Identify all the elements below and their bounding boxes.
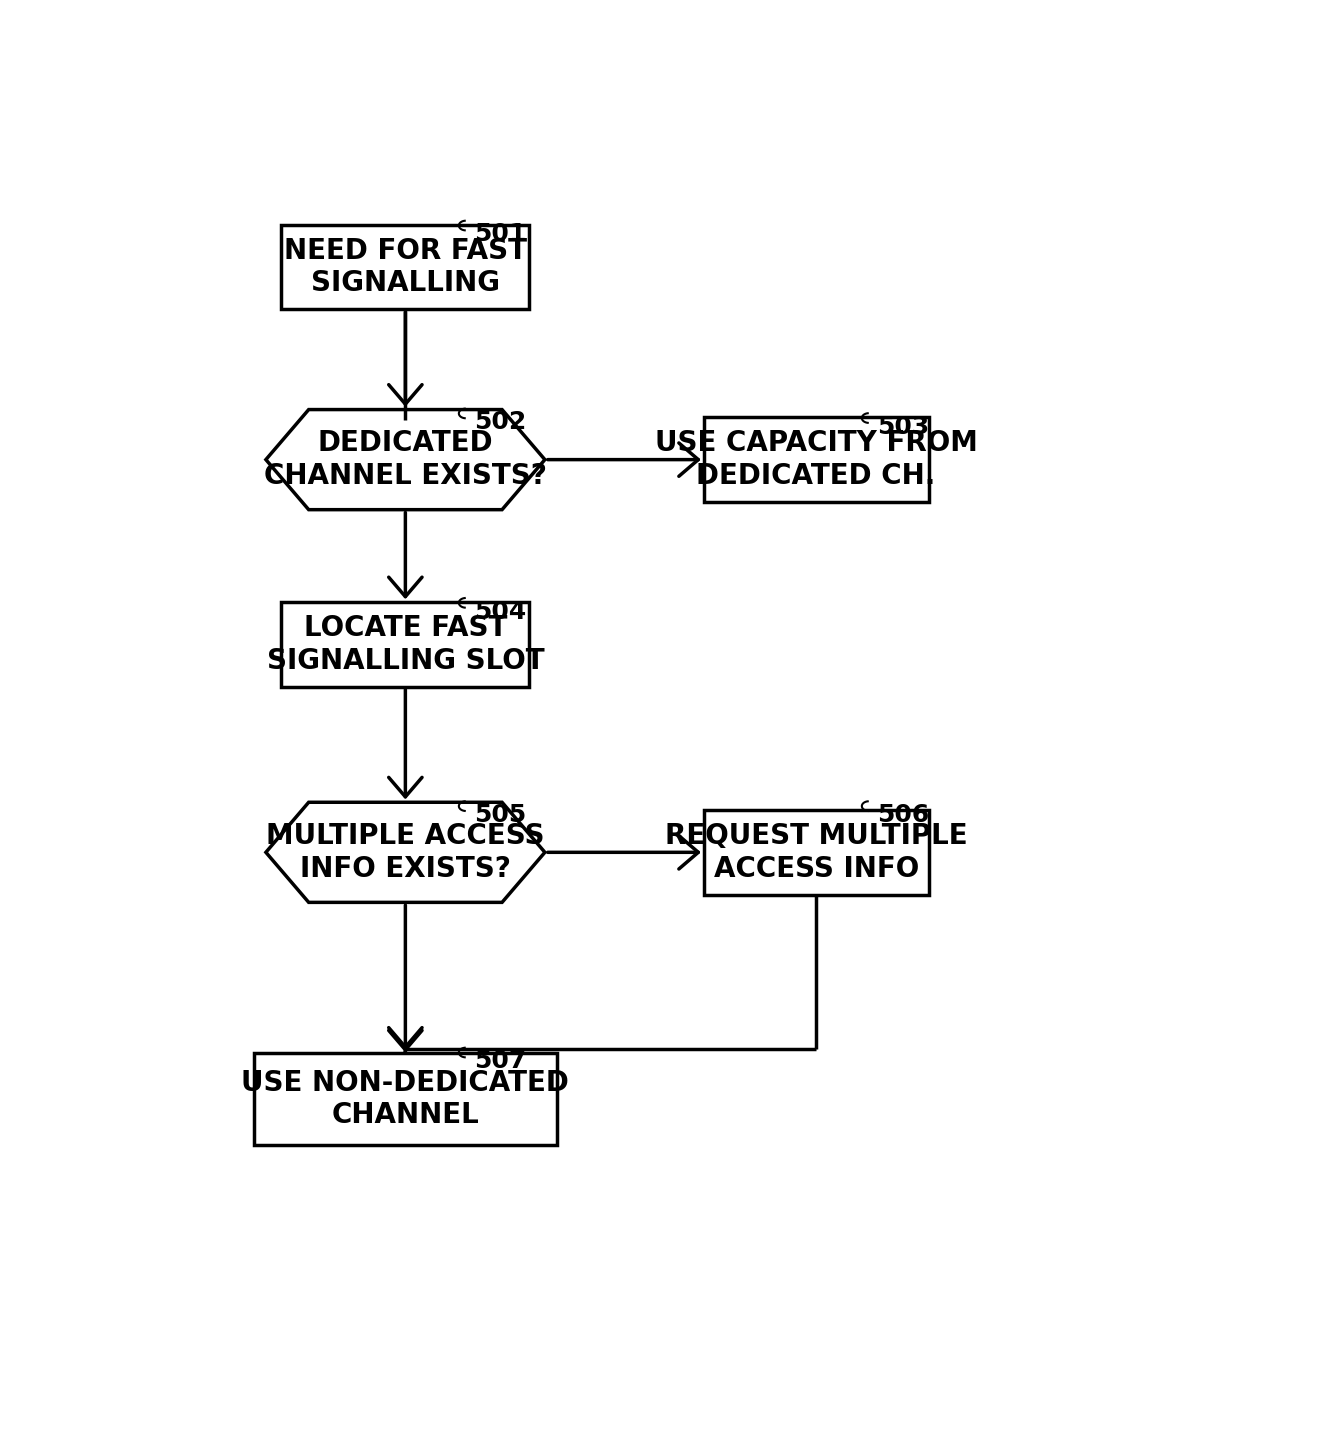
Text: 501: 501 xyxy=(473,223,526,246)
Text: NEED FOR FAST
SIGNALLING: NEED FOR FAST SIGNALLING xyxy=(284,237,527,297)
Text: 506: 506 xyxy=(877,804,929,827)
Text: 502: 502 xyxy=(473,411,526,434)
Text: USE NON-DEDICATED
CHANNEL: USE NON-DEDICATED CHANNEL xyxy=(242,1069,569,1128)
Bar xyxy=(704,810,929,894)
Text: MULTIPLE ACCESS
INFO EXISTS?: MULTIPLE ACCESS INFO EXISTS? xyxy=(266,823,544,882)
Text: 507: 507 xyxy=(473,1050,526,1073)
Bar xyxy=(281,224,530,310)
Text: USE CAPACITY FROM
DEDICATED CH.: USE CAPACITY FROM DEDICATED CH. xyxy=(655,430,978,489)
Bar xyxy=(254,1053,556,1144)
Text: DEDICATED
CHANNEL EXISTS?: DEDICATED CHANNEL EXISTS? xyxy=(264,430,547,489)
Text: LOCATE FAST
SIGNALLING SLOT: LOCATE FAST SIGNALLING SLOT xyxy=(267,614,544,674)
Bar xyxy=(704,418,929,502)
Text: REQUEST MULTIPLE
ACCESS INFO: REQUEST MULTIPLE ACCESS INFO xyxy=(664,823,967,882)
Text: 505: 505 xyxy=(473,804,526,827)
Text: 503: 503 xyxy=(877,415,929,438)
Text: 504: 504 xyxy=(473,600,526,623)
Polygon shape xyxy=(266,802,544,903)
Bar xyxy=(281,603,530,687)
Polygon shape xyxy=(266,409,544,510)
